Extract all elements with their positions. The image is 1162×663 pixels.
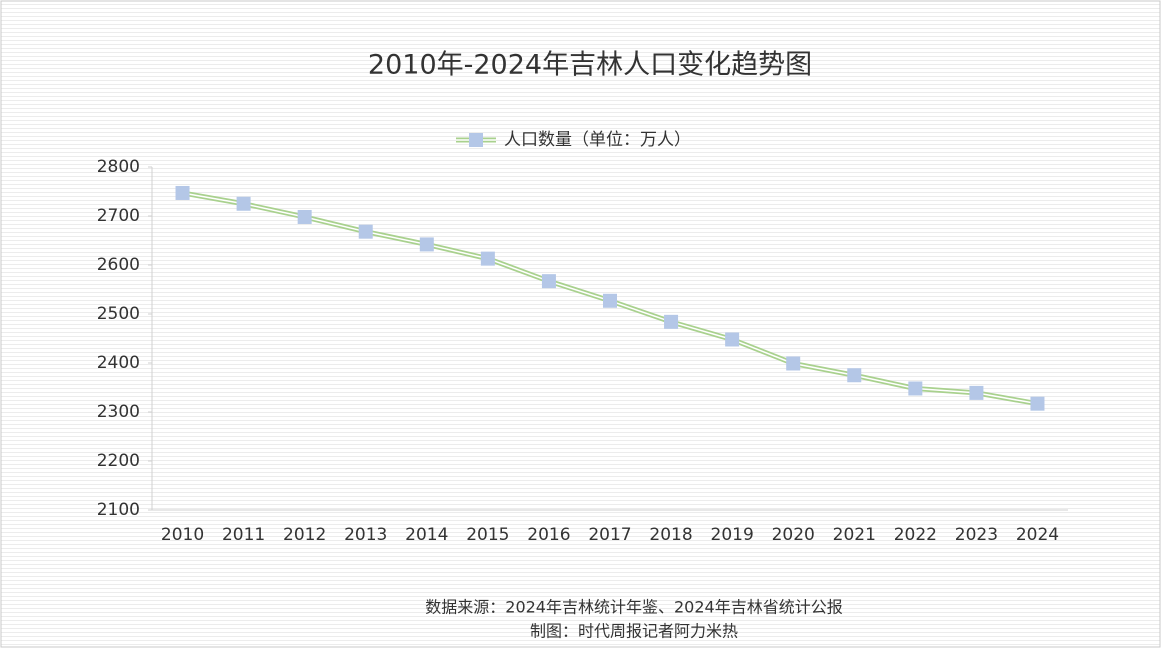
marker	[175, 185, 190, 200]
marker	[847, 368, 862, 383]
y-tick-label: 2800	[97, 157, 140, 177]
x-tick-label: 2013	[344, 525, 387, 545]
x-tick-label: 2016	[527, 525, 570, 545]
background	[0, 0, 1161, 648]
marker	[664, 314, 679, 329]
x-tick-label: 2014	[405, 525, 448, 545]
y-tick-label: 2200	[97, 451, 140, 471]
y-tick-label: 2700	[97, 206, 140, 226]
y-tick-label: 2400	[97, 353, 140, 373]
marker	[908, 381, 923, 396]
marker	[969, 385, 984, 400]
chart-title: 2010年-2024年吉林人口变化趋势图	[368, 50, 812, 81]
x-tick-label: 2021	[833, 525, 876, 545]
marker	[541, 274, 556, 289]
x-tick-label: 2018	[649, 525, 692, 545]
y-tick-label: 2600	[97, 255, 140, 275]
marker	[480, 251, 495, 266]
x-tick-label: 2015	[466, 525, 509, 545]
x-tick-label: 2010	[161, 525, 204, 545]
marker	[236, 196, 251, 211]
marker	[603, 293, 617, 308]
marker	[725, 332, 740, 347]
marker	[786, 356, 801, 371]
x-tick-label: 2011	[222, 525, 265, 545]
x-tick-label: 2022	[894, 525, 937, 545]
marker	[419, 237, 434, 252]
legend-marker	[469, 133, 483, 147]
marker	[297, 209, 312, 224]
marker	[358, 224, 373, 239]
x-tick-label: 2023	[955, 525, 998, 545]
x-tick-label: 2019	[711, 525, 754, 545]
source-note: 数据来源：2024年吉林统计年鉴、2024年吉林省统计公报	[425, 598, 842, 617]
x-tick-label: 2020	[772, 525, 815, 545]
x-tick-label: 2012	[283, 525, 326, 545]
y-tick-label: 2300	[97, 402, 140, 422]
x-tick-label: 2024	[1016, 525, 1059, 545]
y-tick-label: 2100	[97, 500, 140, 520]
y-tick-label: 2500	[97, 304, 140, 324]
x-tick-label: 2017	[588, 525, 631, 545]
author-note: 制图：时代周报记者阿力米热	[530, 622, 738, 641]
marker	[1030, 396, 1045, 411]
legend-label: 人口数量（单位：万人）	[504, 130, 691, 150]
